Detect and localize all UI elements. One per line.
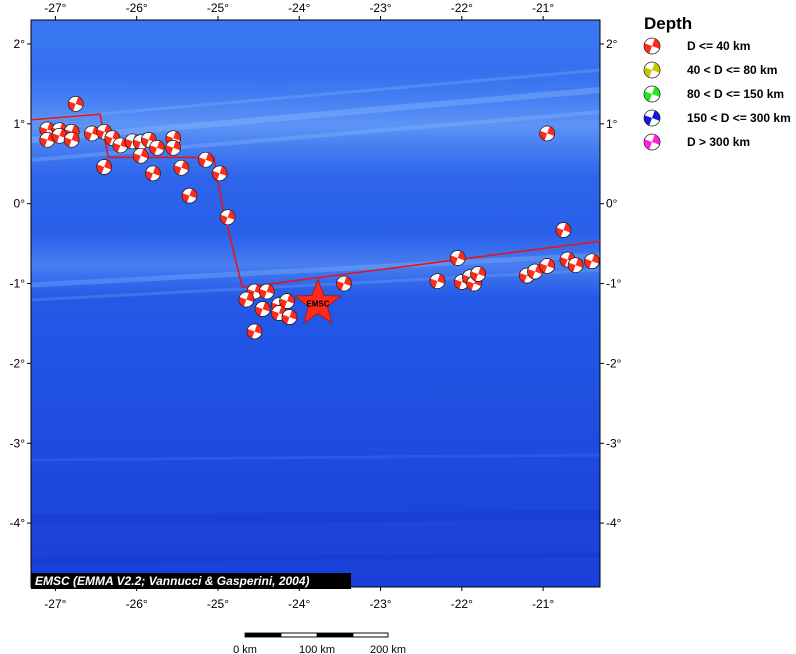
scale-bar: 0 km 100 km 200 km — [233, 632, 406, 654]
focal-mechanism-event[interactable] — [246, 323, 263, 340]
focal-mechanism-event[interactable] — [197, 151, 214, 168]
focal-mechanisms — [39, 96, 600, 340]
lat-tick-label-left: 0° — [14, 197, 26, 211]
focal-mechanism-event[interactable] — [258, 283, 275, 300]
plate-boundary-line — [31, 113, 600, 289]
lon-tick-label-top: -23° — [369, 1, 391, 15]
focal-mechanism-event[interactable] — [555, 222, 572, 238]
lon-tick-label-bottom: -21° — [532, 597, 554, 611]
focal-mechanism-event[interactable] — [145, 165, 161, 182]
longitude-labels-top: -27° -26° -25° -24° -23° -22° -21° — [44, 1, 554, 15]
lon-tick-label-top: -26° — [126, 1, 148, 15]
lat-tick-label-left: -1° — [10, 277, 26, 291]
focal-mechanism-event[interactable] — [281, 309, 298, 325]
focal-mechanism-event[interactable] — [539, 125, 555, 142]
legend-title: Depth — [644, 14, 692, 33]
focal-mechanism-event[interactable] — [429, 273, 446, 289]
lon-tick-label-bottom: -27° — [44, 597, 66, 611]
focal-mechanism-event[interactable] — [173, 159, 190, 176]
focal-mechanism-event[interactable] — [470, 266, 486, 282]
credit-box: EMSC (EMMA V2.2; Vannucci & Gasperini, 2… — [31, 573, 351, 589]
focal-mechanism-event[interactable] — [84, 125, 100, 142]
focal-mechanism-event[interactable] — [238, 291, 255, 308]
focal-mechanism-event[interactable] — [539, 258, 555, 274]
lat-tick-label-left: -3° — [10, 436, 26, 450]
scale-label-200: 200 km — [370, 644, 406, 654]
legend-swatch-icon[interactable] — [643, 133, 661, 151]
focal-mechanism-event[interactable] — [449, 250, 466, 266]
legend-item-label: 80 < D <= 150 km — [687, 87, 784, 101]
scale-label-0: 0 km — [233, 644, 257, 654]
lon-tick-label-top: -24° — [288, 1, 310, 15]
epicenter-star[interactable]: EMSC — [294, 278, 342, 324]
lon-tick-label-top: -27° — [44, 1, 66, 15]
lat-tick-label-right: 2° — [606, 37, 618, 51]
legend-swatch-icon[interactable] — [643, 37, 661, 55]
scale-label-100: 100 km — [299, 644, 335, 654]
focal-mechanism-event[interactable] — [96, 159, 112, 175]
focal-mechanism-event[interactable] — [211, 165, 228, 182]
lon-tick-label-top: -21° — [532, 1, 554, 15]
latitude-labels-right: 2° 1° 0° -1° -2° -3° -4° — [606, 37, 622, 530]
focal-mechanism-event[interactable] — [51, 127, 68, 144]
legend-swatch-icon[interactable] — [643, 61, 661, 79]
lat-tick-label-right: -3° — [606, 436, 622, 450]
focal-mechanism-event[interactable] — [584, 253, 600, 269]
focal-mechanism-event[interactable] — [132, 147, 149, 164]
lat-tick-label-right: 1° — [606, 117, 618, 131]
bathymetry — [31, 20, 600, 587]
lat-tick-label-left: 1° — [14, 117, 26, 131]
focal-mechanism-event[interactable] — [567, 257, 584, 273]
focal-mechanism-event[interactable] — [39, 131, 56, 148]
lat-tick-label-left: -2° — [10, 356, 26, 370]
focal-mechanism-event[interactable] — [67, 96, 84, 112]
lon-tick-label-top: -25° — [207, 1, 229, 15]
focal-mechanism-event[interactable] — [165, 139, 182, 156]
latitude-labels-left: 2° 1° 0° -1° -2° -3° -4° — [10, 37, 26, 530]
lat-tick-label-left: 2° — [14, 37, 26, 51]
lon-tick-label-bottom: -24° — [288, 597, 310, 611]
legend-swatch-icon[interactable] — [643, 109, 661, 127]
legend-swatch-icon[interactable] — [643, 85, 661, 103]
lat-tick-label-left: -4° — [10, 516, 26, 530]
star-icon — [294, 278, 342, 324]
legend: Depth D <= 40 km 40 < D <= 80 km 80 < D <=… — [643, 14, 791, 151]
lat-tick-label-right: -4° — [606, 516, 622, 530]
lat-tick-label-right: -2° — [606, 356, 622, 370]
longitude-labels-bottom: -27° -26° -25° -24° -23° -22° -21° — [44, 597, 554, 611]
lon-tick-label-bottom: -26° — [126, 597, 148, 611]
focal-mechanism-event[interactable] — [254, 301, 271, 317]
focal-mechanism-event[interactable] — [104, 130, 121, 146]
lon-tick-label-bottom: -25° — [207, 597, 229, 611]
epicenter-label: EMSC — [306, 300, 329, 309]
lat-tick-label-right: 0° — [606, 197, 618, 211]
credit-text: EMSC (EMMA V2.2; Vannucci & Gasperini, 2… — [35, 574, 310, 588]
lat-tick-label-right: -1° — [606, 277, 622, 291]
focal-mechanism-event[interactable] — [219, 209, 236, 226]
focal-mechanism-event[interactable] — [181, 187, 198, 204]
legend-item-label: D > 300 km — [687, 135, 750, 149]
legend-item-label: 150 < D <= 300 km — [687, 111, 791, 125]
lon-tick-label-bottom: -22° — [451, 597, 473, 611]
lon-tick-label-top: -22° — [451, 1, 473, 15]
focal-mechanism-event[interactable] — [63, 131, 80, 148]
lon-tick-label-bottom: -23° — [369, 597, 391, 611]
legend-item-label: 40 < D <= 80 km — [687, 63, 777, 77]
focal-mechanism-event[interactable] — [336, 275, 352, 292]
focal-mechanism-event[interactable] — [149, 139, 165, 156]
legend-item-label: D <= 40 km — [687, 39, 750, 53]
